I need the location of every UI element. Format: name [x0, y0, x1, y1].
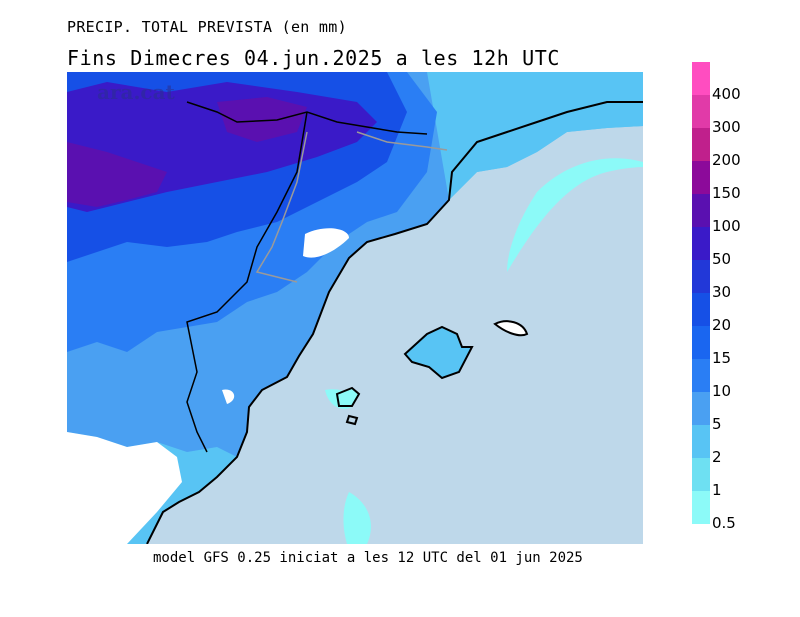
- legend-swatch: [692, 326, 710, 359]
- legend-swatch: [692, 392, 710, 425]
- map-svg: [67, 72, 643, 544]
- legend-label: 100: [712, 217, 741, 235]
- regional-border: [255, 131, 308, 283]
- legend-label: 150: [712, 184, 741, 202]
- watermark-logo: ara.cat: [97, 80, 175, 104]
- precip-zone-100mm: [217, 97, 307, 142]
- dry-area: [303, 228, 349, 258]
- legend-swatch: [692, 128, 710, 161]
- legend-label: 5: [712, 415, 722, 433]
- legend-label: 200: [712, 151, 741, 169]
- island-formentera: [345, 414, 359, 426]
- legend-label: 1: [712, 481, 722, 499]
- legend-label: 300: [712, 118, 741, 136]
- legend-label: 30: [712, 283, 732, 301]
- coastline: [146, 101, 643, 544]
- model-info: model GFS 0.25 iniciat a les 12 UTC del …: [153, 550, 583, 566]
- dry-area: [67, 432, 182, 544]
- precip-zone-100mm: [67, 142, 167, 207]
- legend-swatch: [692, 425, 710, 458]
- legend-label: 15: [712, 349, 732, 367]
- legend-swatch: [692, 260, 710, 293]
- dry-area: [222, 389, 235, 404]
- legend-swatch: [692, 194, 710, 227]
- precipitation-map: [67, 72, 643, 544]
- sea-precip-patch: [343, 492, 371, 544]
- island-mallorca: [403, 325, 474, 380]
- legend-swatch: [692, 227, 710, 260]
- color-legend: 400 300 200 150 100 50 30 20 15 10 5 2 1 0.5: [692, 62, 741, 532]
- legend-label: 2: [712, 448, 722, 466]
- land-north-precip: [427, 72, 643, 200]
- sea-precip-patch: [507, 158, 643, 272]
- legend-swatch: [692, 359, 710, 392]
- legend-swatch: [692, 95, 710, 128]
- legend-swatch: [692, 161, 710, 194]
- legend-swatch: [692, 458, 710, 491]
- legend-label: 400: [712, 85, 741, 103]
- chart-title: PRECIP. TOTAL PREVISTA (en mm): [67, 18, 347, 36]
- legend-swatch: [692, 491, 710, 524]
- island-ibiza: [335, 386, 361, 407]
- legend-label: 10: [712, 382, 732, 400]
- border-line: [186, 111, 308, 453]
- legend-label: 20: [712, 316, 732, 334]
- legend-label: 0.5: [712, 514, 736, 532]
- regional-border: [356, 131, 448, 151]
- legend-label: 50: [712, 250, 732, 268]
- island-menorca: [493, 320, 529, 337]
- legend-swatch: [692, 293, 710, 326]
- legend-swatch: [692, 62, 710, 95]
- forecast-valid-time: Fins Dimecres 04.jun.2025 a les 12h UTC: [67, 46, 560, 70]
